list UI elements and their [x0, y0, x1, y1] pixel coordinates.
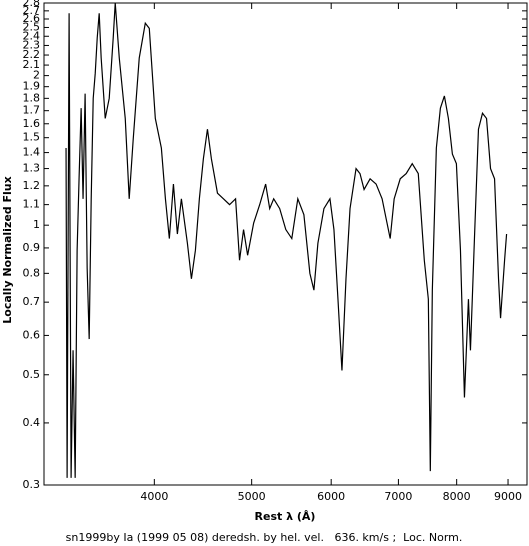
y-tick-label: 1.9 — [23, 80, 41, 93]
y-tick-label: 1 — [33, 218, 40, 231]
y-tick-label: 1.3 — [23, 162, 41, 175]
x-tick-label: 9000 — [494, 490, 522, 503]
y-tick-label: 2.4 — [23, 29, 41, 42]
y-tick-label: 1.5 — [23, 131, 41, 144]
y-tick-label: 2 — [33, 69, 40, 82]
caption: sn1999by Ia (1999 05 08) deredsh. by hel… — [66, 531, 463, 544]
y-tick-label: 2.5 — [23, 20, 41, 33]
y-tick-label: 0.4 — [23, 416, 41, 429]
y-tick-label: 1.4 — [23, 146, 41, 159]
x-tick-label: 4000 — [140, 490, 168, 503]
y-tick-label: 0.9 — [23, 241, 41, 254]
y-tick-label: 2.7 — [23, 4, 41, 17]
y-tick-label: 1.7 — [23, 104, 41, 117]
x-tick-label: 8000 — [443, 490, 471, 503]
y-tick-label: 1.2 — [23, 179, 41, 192]
x-axis-label: Rest λ (Å) — [255, 510, 316, 523]
plot-frame — [43, 2, 528, 486]
y-tick-label: 2.8 — [23, 0, 41, 9]
y-tick-label: 1.8 — [23, 91, 41, 104]
y-tick-label: 2.3 — [23, 38, 41, 51]
x-tick-label: 6000 — [317, 490, 345, 503]
y-tick-label: 0.7 — [23, 295, 41, 308]
y-tick-label: 2.1 — [23, 58, 41, 71]
y-tick-label: 0.5 — [23, 368, 41, 381]
x-tick-label: 5000 — [238, 490, 266, 503]
y-tick-label: 2.6 — [23, 12, 41, 25]
y-tick-label: 1.6 — [23, 117, 41, 130]
y-tick-label: 2.2 — [23, 48, 41, 61]
spectrum-line — [65, 2, 508, 478]
y-tick-label: 1.1 — [23, 198, 41, 211]
x-tick-label: 7000 — [384, 490, 412, 503]
y-tick-label: 0.6 — [23, 328, 41, 341]
y-axis-label: Locally Normalized Flux — [1, 176, 14, 323]
y-tick-label: 0.3 — [23, 478, 41, 491]
y-tick-label: 0.8 — [23, 266, 41, 279]
